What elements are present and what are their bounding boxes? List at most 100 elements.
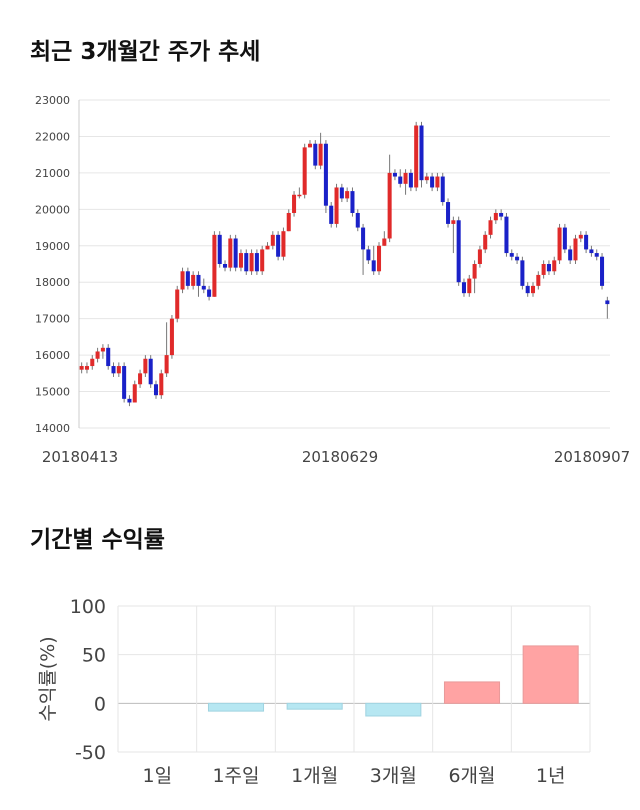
candle-body [132, 384, 137, 403]
candle-body [329, 205, 334, 224]
candle-body [472, 264, 477, 279]
return-x-tick-label: 6개월 [448, 765, 495, 787]
candle-body [286, 212, 291, 232]
candle-body [493, 212, 498, 221]
candle-body [84, 366, 89, 370]
candle-body [270, 234, 275, 246]
candle-body [546, 264, 551, 272]
candle-body [605, 300, 610, 305]
candle-body [138, 373, 143, 385]
candle-body [461, 282, 466, 294]
candle-body [403, 172, 408, 184]
return-bar [522, 645, 579, 704]
candle-body [334, 187, 339, 224]
candle-body [568, 249, 573, 261]
return-chart-title: 기간별 수익률 [30, 527, 165, 553]
candle-body [318, 143, 323, 166]
candle-body [148, 358, 153, 385]
return-x-tick-label: 1년 [536, 765, 566, 787]
candle-body [106, 347, 111, 367]
price-y-tick-label: 14000 [35, 422, 70, 435]
candle-body [297, 194, 302, 197]
price-y-tick-label: 19000 [35, 240, 70, 253]
candle-body [477, 249, 482, 264]
return-x-tick-label: 1일 [143, 765, 173, 787]
candle-body [355, 212, 360, 228]
candle-body [430, 176, 435, 188]
candle-body [361, 227, 366, 250]
candle-body [169, 318, 174, 356]
candle-body [323, 143, 328, 206]
candle-body [180, 271, 185, 290]
candle-body [153, 384, 159, 396]
candle-body [376, 245, 382, 272]
candle-body [499, 212, 504, 217]
price-y-tick-label: 17000 [35, 313, 70, 326]
candle-body [483, 234, 488, 250]
candle-body [594, 253, 599, 257]
candle-body [366, 249, 371, 261]
candle-body [281, 231, 286, 257]
candle-body [292, 194, 297, 213]
price-x-tick-label: 20180907 [554, 448, 630, 466]
return-y-tick-label: 0 [94, 693, 106, 715]
return-x-tick-label: 1주일 [212, 765, 259, 787]
candle-body [392, 172, 397, 177]
candle-body [116, 366, 121, 374]
candle-body [122, 366, 127, 399]
return-bar [286, 702, 343, 710]
price-y-tick-label: 22000 [35, 130, 70, 143]
price-y-tick-label: 18000 [35, 276, 70, 289]
candle-body [573, 238, 578, 261]
return-y-tick-label: 100 [70, 596, 106, 618]
candle-body [307, 143, 313, 148]
price-x-tick-label: 20180629 [302, 448, 378, 466]
candle-body [79, 366, 84, 370]
candle-body [398, 176, 403, 184]
candle-body [196, 274, 201, 286]
candle-body [446, 202, 451, 224]
candle-body [589, 249, 594, 254]
return-bar [365, 702, 422, 717]
return-y-axis-label: 수익률(%) [37, 636, 59, 721]
candle-body [371, 260, 376, 272]
price-y-tick-label: 20000 [35, 203, 70, 216]
candle-body [424, 176, 429, 181]
candle-body [265, 245, 270, 250]
candle-body [541, 264, 546, 275]
candlestick-chart: 14000 15000 16000 17000 18000 19000 20000 21000… [35, 94, 630, 466]
candle-body [578, 234, 583, 239]
candle-body [228, 238, 233, 268]
candle-body [159, 373, 164, 396]
candle-body [408, 172, 413, 188]
candle-body [302, 147, 307, 195]
candle-body [175, 289, 180, 319]
candle-body [164, 355, 169, 374]
candle-body [223, 264, 228, 268]
candle-body [525, 285, 530, 294]
candle-body [276, 234, 281, 257]
candle-body [552, 260, 557, 272]
candle-body [530, 285, 536, 294]
candle-body [345, 191, 350, 199]
candle-body [212, 234, 217, 297]
candle-body [95, 351, 100, 359]
candle-body [185, 271, 190, 286]
candle-body [100, 347, 105, 352]
candle-body [191, 274, 196, 286]
return-bar [207, 702, 265, 712]
candle-body [456, 220, 461, 283]
candle-body [313, 143, 318, 166]
candle-body [536, 274, 541, 286]
return-y-tick-label: -50 [75, 742, 106, 764]
candle-body [557, 227, 562, 261]
candle-body [488, 220, 493, 235]
candle-body [515, 256, 520, 261]
candle-body [90, 358, 95, 367]
candle-body [201, 285, 206, 290]
candle-body [254, 253, 259, 272]
candle-body [600, 256, 605, 286]
price-y-tick-label: 23000 [35, 94, 70, 107]
candle-body [207, 289, 212, 297]
